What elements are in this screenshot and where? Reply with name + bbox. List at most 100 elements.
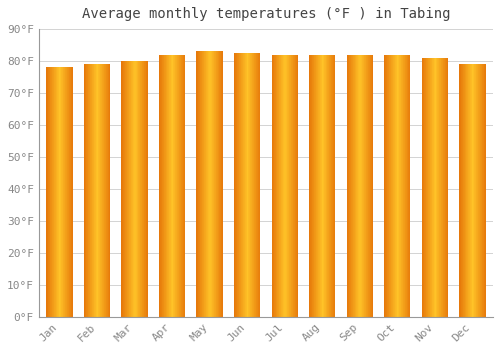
Bar (443, 58, 444, 317)
Bar (52, 68, 53, 317)
Bar (313, 55, 314, 317)
Bar (54, 68, 55, 317)
Bar (354, 55, 355, 317)
Bar (124, 61, 126, 317)
Bar (356, 55, 357, 317)
Bar (138, 61, 139, 317)
Bar (215, 51, 216, 317)
Bar (201, 51, 202, 317)
Bar (422, 58, 423, 317)
Bar (253, 53, 254, 317)
Bar (106, 64, 107, 317)
Bar (348, 55, 350, 317)
Bar (62, 68, 64, 317)
Bar (49, 68, 50, 317)
Bar (469, 64, 470, 317)
Bar (403, 55, 404, 317)
Bar (107, 64, 108, 317)
Bar (57, 68, 58, 317)
Bar (325, 55, 326, 317)
Bar (432, 58, 433, 317)
Bar (137, 61, 138, 317)
Bar (324, 55, 325, 317)
Bar (58, 68, 59, 317)
Bar (184, 55, 185, 317)
Bar (212, 51, 213, 317)
Bar (423, 58, 424, 317)
Bar (286, 55, 288, 317)
Bar (222, 51, 223, 317)
Bar (91, 64, 92, 317)
Bar (61, 68, 62, 317)
Title: Average monthly temperatures (°F ) in Tabing: Average monthly temperatures (°F ) in Ta… (82, 7, 450, 21)
Bar (141, 61, 142, 317)
Bar (388, 55, 389, 317)
Bar (429, 58, 430, 317)
Bar (357, 55, 358, 317)
Bar (176, 55, 178, 317)
Bar (282, 55, 284, 317)
Bar (166, 55, 167, 317)
Bar (398, 55, 400, 317)
Bar (385, 55, 386, 317)
Bar (243, 53, 244, 317)
Bar (391, 55, 392, 317)
Bar (311, 55, 312, 317)
Bar (402, 55, 403, 317)
Bar (198, 51, 199, 317)
Bar (213, 51, 214, 317)
Bar (55, 68, 56, 317)
Bar (462, 64, 463, 317)
Bar (404, 55, 405, 317)
Bar (140, 61, 141, 317)
Bar (134, 61, 135, 317)
Bar (145, 61, 146, 317)
Bar (296, 55, 297, 317)
Bar (84, 64, 85, 317)
Bar (172, 55, 174, 317)
Bar (240, 53, 241, 317)
Bar (280, 55, 281, 317)
Bar (409, 55, 410, 317)
Bar (246, 53, 247, 317)
Bar (366, 55, 367, 317)
Bar (135, 61, 136, 317)
Bar (471, 64, 472, 317)
Bar (208, 51, 209, 317)
Bar (47, 68, 48, 317)
Bar (85, 64, 86, 317)
Bar (209, 51, 210, 317)
Bar (476, 64, 477, 317)
Bar (244, 53, 245, 317)
Bar (162, 55, 163, 317)
Bar (321, 55, 322, 317)
Bar (440, 58, 441, 317)
Bar (406, 55, 407, 317)
Bar (478, 64, 479, 317)
Bar (257, 53, 258, 317)
Bar (168, 55, 169, 317)
Bar (444, 58, 446, 317)
Bar (216, 51, 217, 317)
Bar (365, 55, 366, 317)
Bar (466, 64, 467, 317)
Bar (355, 55, 356, 317)
Bar (468, 64, 469, 317)
Bar (143, 61, 144, 317)
Bar (174, 55, 176, 317)
Bar (484, 64, 485, 317)
Bar (256, 53, 257, 317)
Bar (167, 55, 168, 317)
Bar (259, 53, 260, 317)
Bar (390, 55, 391, 317)
Bar (221, 51, 222, 317)
Bar (288, 55, 290, 317)
Bar (428, 58, 429, 317)
Bar (442, 58, 443, 317)
Bar (314, 55, 315, 317)
Bar (294, 55, 295, 317)
Bar (371, 55, 372, 317)
Bar (318, 55, 319, 317)
Bar (56, 68, 57, 317)
Bar (427, 58, 428, 317)
